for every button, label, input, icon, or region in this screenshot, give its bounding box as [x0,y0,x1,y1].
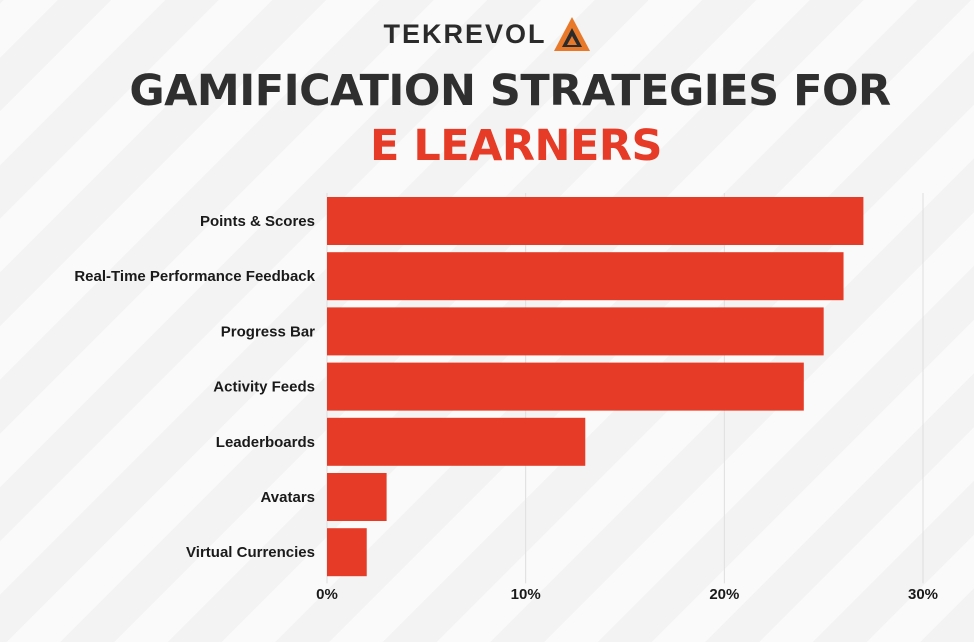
page-title-line2: E LEARNERS [370,121,662,171]
bar [327,528,367,577]
bar [327,417,586,466]
category-label: Real-Time Performance Feedback [74,268,315,285]
bars [327,197,864,577]
category-labels: Points & Scores Real-Time Performance Fee… [74,213,315,561]
page-title-line1: GAMIFICATION STRATEGIES FOR [129,66,891,116]
x-tick-label: 30% [908,586,938,603]
category-label: Activity Feeds [213,379,315,396]
category-label: Progress Bar [221,323,315,340]
x-tick-label: 10% [511,586,541,603]
category-label: Virtual Currencies [186,544,315,561]
brand-logo: TEKREVOL [0,16,974,52]
bar [327,473,387,521]
bar [327,197,864,245]
brand-name: TEKREVOL [383,18,547,49]
bar [327,362,804,411]
category-label: Leaderboards [216,434,315,451]
x-axis-ticks: 0% 10% 20% 30% [316,586,938,603]
bar [327,307,824,356]
category-label: Points & Scores [200,213,315,230]
bar [327,252,844,301]
x-tick-label: 0% [316,586,338,603]
x-tick-label: 20% [709,586,739,603]
category-label: Avatars [261,489,315,506]
brand-triangle-icon [553,17,590,51]
